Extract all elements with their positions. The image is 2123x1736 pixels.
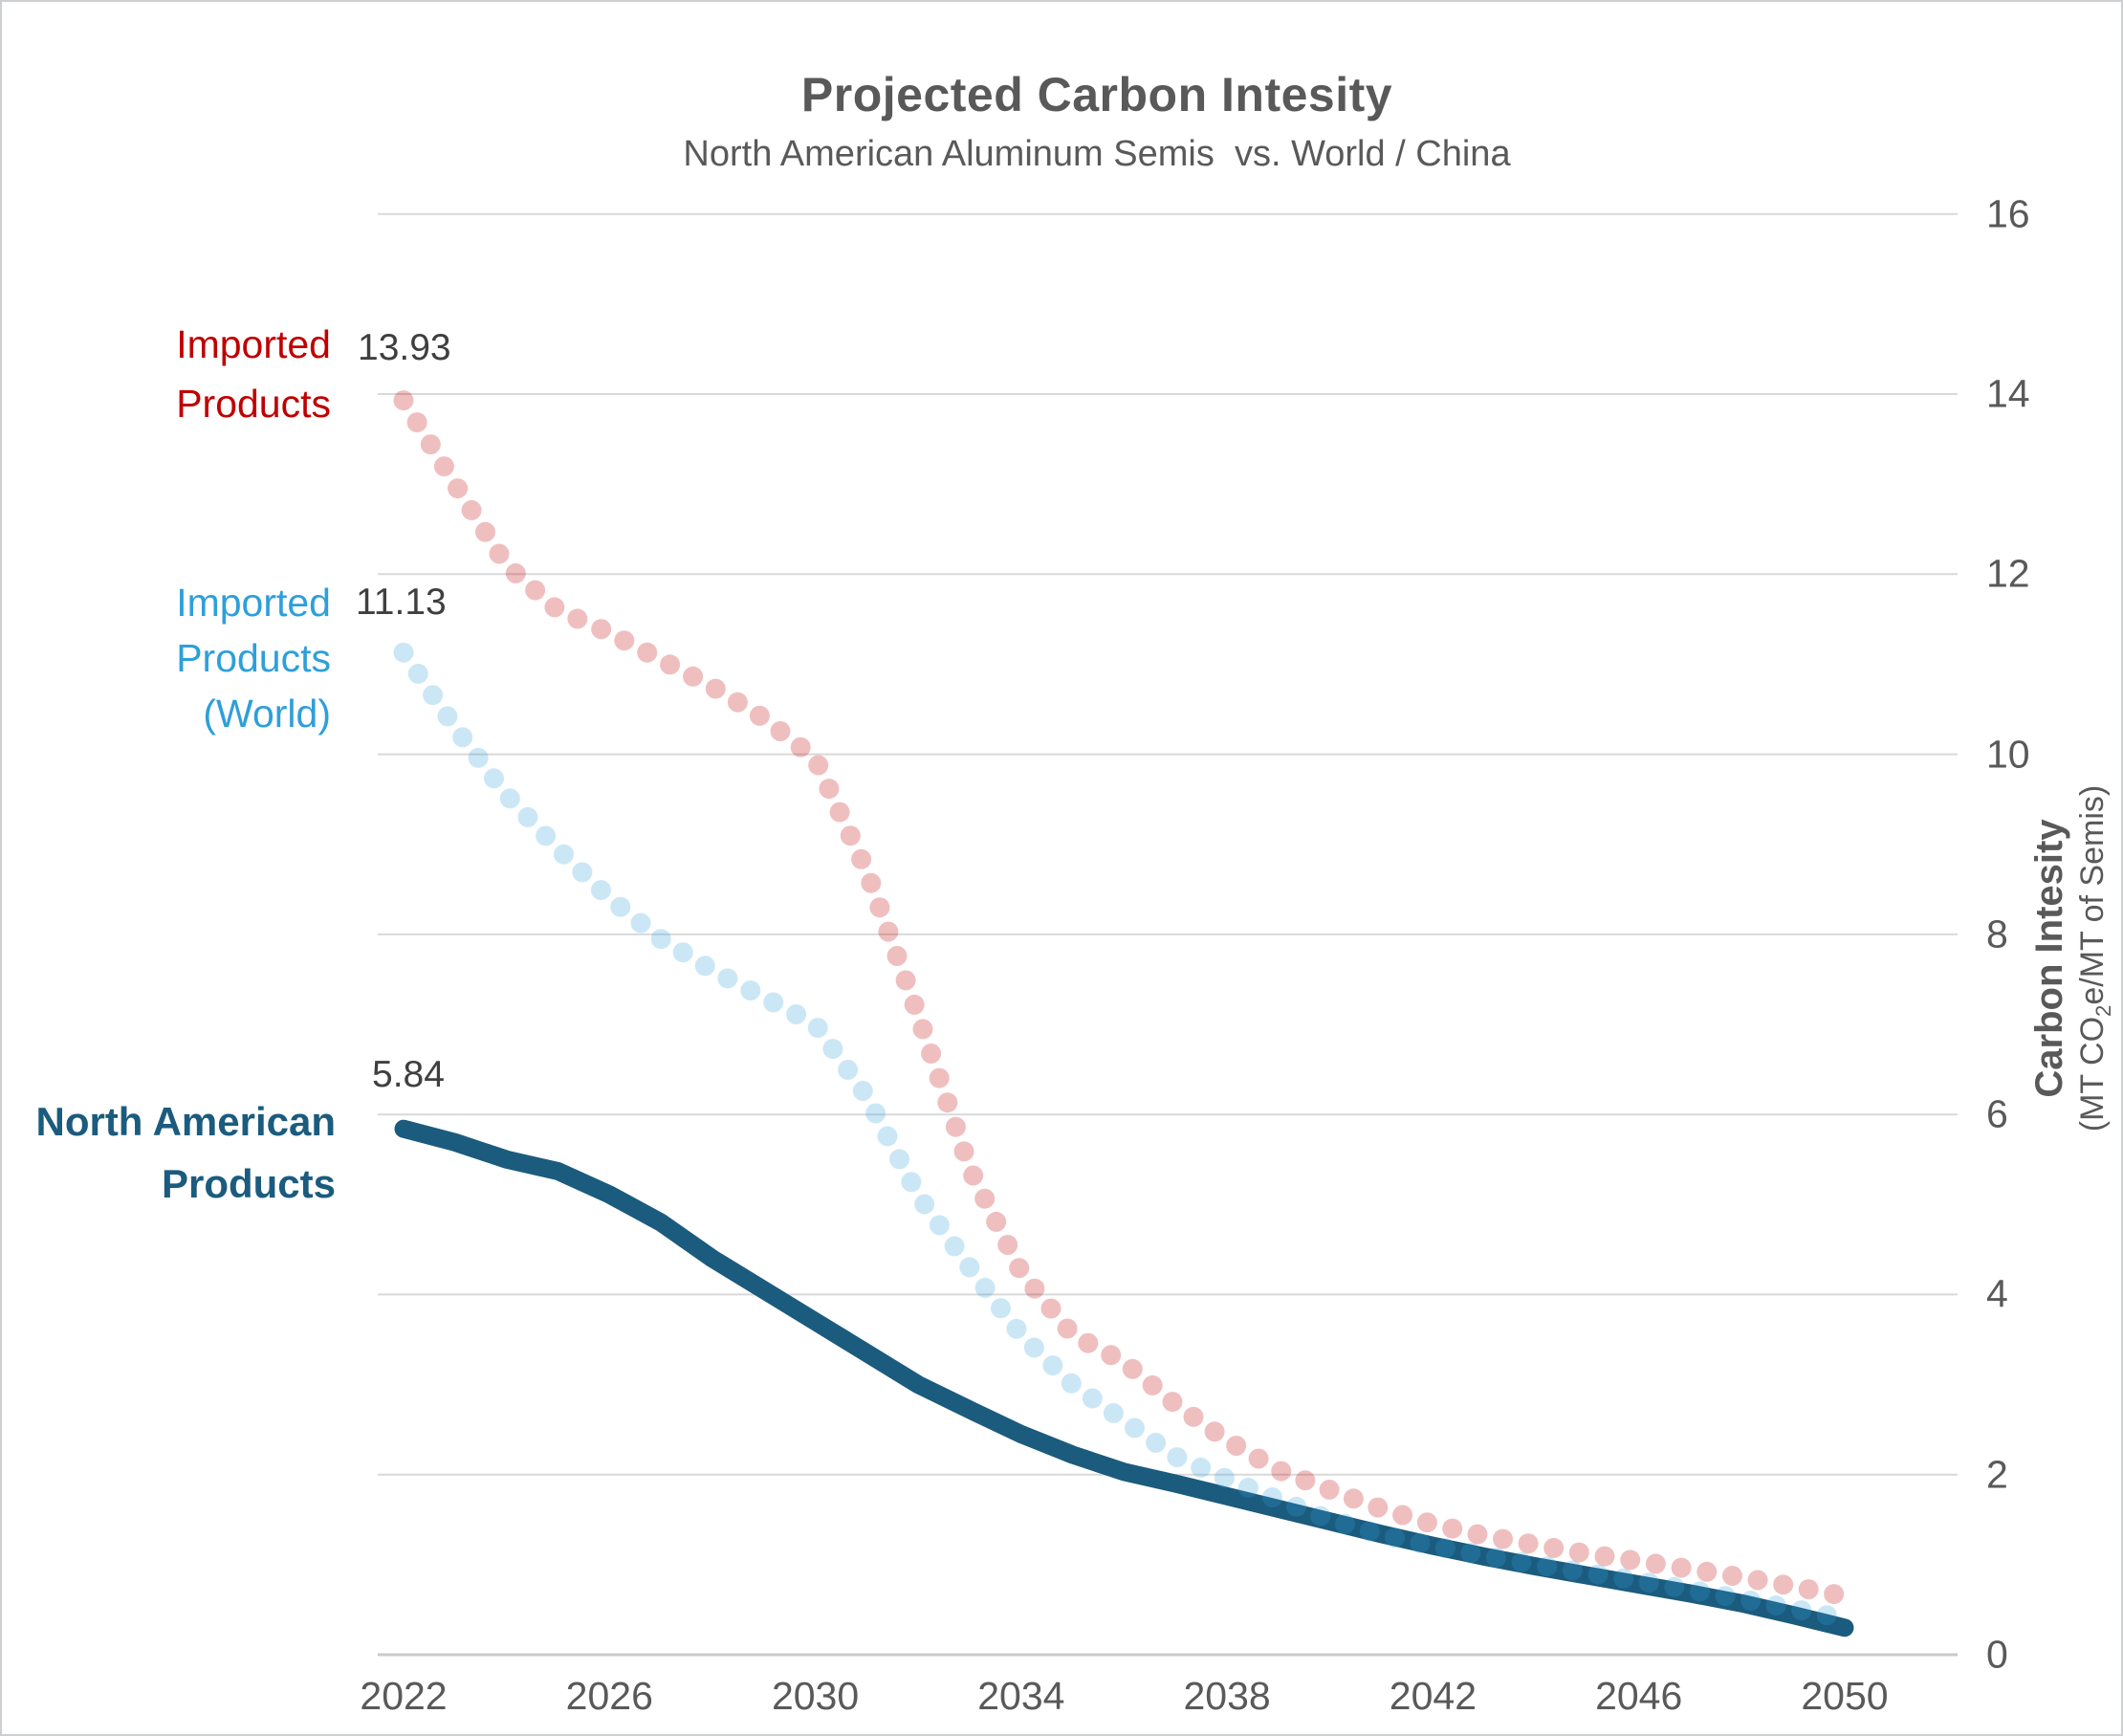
value-label-north-american: 5.84	[372, 1054, 445, 1095]
x-tick-label-2022: 2022	[360, 1674, 448, 1718]
series-line-north-american	[394, 1119, 1854, 1637]
x-tick-label-2046: 2046	[1595, 1674, 1683, 1718]
legend-imported-world: Imported Products (World)	[6, 575, 331, 741]
y-axis-title-main: Carbon Intesity	[2028, 819, 2071, 1098]
legend-imported-world-line2: Products	[176, 636, 331, 680]
y-axis-title: Carbon Intesity (MT CO2e/MT of Semis)	[2026, 784, 2121, 1132]
x-tick-label-2026: 2026	[565, 1674, 653, 1718]
legend-imported-china-line2: Products	[176, 382, 331, 426]
legend-north-american: North American Products	[2, 1090, 336, 1215]
y-tick-label-0: 0	[1986, 1632, 2008, 1677]
x-tick-label-2042: 2042	[1389, 1674, 1477, 1718]
y-tick-label-2: 2	[1986, 1452, 2008, 1497]
legend-north-american-line2: Products	[161, 1161, 336, 1206]
y-axis-title-units: (MT CO2e/MT of Semis)	[2074, 784, 2115, 1132]
legend-north-american-line1: North American	[35, 1099, 336, 1144]
legend-imported-world-line3: (World)	[203, 692, 331, 736]
chart-title: Projected Carbon Intesity	[800, 68, 1393, 121]
legend-imported-world-line1: Imported	[176, 581, 331, 625]
value-label-imported-world: 11.13	[356, 582, 447, 623]
value-label-imported-china: 13.93	[358, 327, 451, 368]
y-tick-label-10: 10	[1986, 732, 2030, 777]
legend-imported-china: Imported Products	[6, 315, 331, 433]
chart-header: Projected Carbon Intesity North American…	[35, 2, 2121, 175]
y-tick-label-14: 14	[1986, 371, 2030, 416]
y-tick-label-16: 16	[1986, 191, 2030, 236]
chart-subtitle: North American Aluminum Semis vs. World …	[683, 134, 1511, 174]
y-tick-label-4: 4	[1986, 1271, 2008, 1316]
series-dots-imported-china	[393, 390, 1845, 1605]
series-dots-imported-world	[393, 642, 1837, 1626]
y-tick-label-8: 8	[1986, 912, 2008, 956]
x-tick-label-2034: 2034	[977, 1674, 1065, 1718]
gridlines	[378, 212, 1958, 1657]
legend-imported-china-line1: Imported	[176, 322, 331, 366]
x-tick-label-2038: 2038	[1183, 1674, 1271, 1718]
y-tick-label-12: 12	[1986, 551, 2030, 596]
y-tick-label-6: 6	[1986, 1091, 2008, 1136]
x-tick-label-2030: 2030	[771, 1674, 860, 1718]
x-tick-label-2050: 2050	[1801, 1674, 1889, 1718]
